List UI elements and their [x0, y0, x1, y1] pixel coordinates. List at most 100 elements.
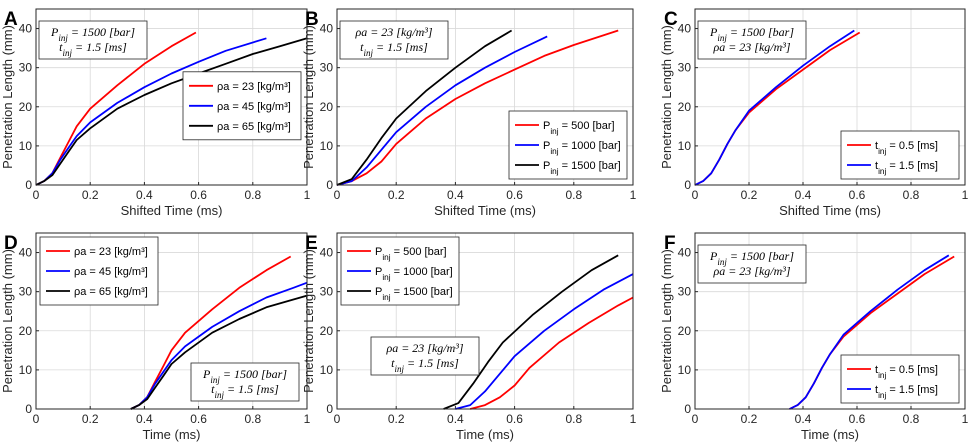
y-tick-label: 40: [678, 246, 692, 260]
x-tick-label: 0.8: [903, 188, 920, 202]
annotation-line: tinj = 1.5 [ms]: [391, 356, 459, 374]
x-tick-label: 0.2: [82, 188, 99, 202]
x-axis-title: Time (ms): [142, 427, 200, 442]
series-line-0: [336, 29, 619, 186]
x-tick-label: 0.2: [388, 188, 405, 202]
legend-label: ρa = 65 [kg/m³]: [217, 121, 291, 133]
series-line-1: [694, 29, 855, 186]
annotation: ρa = 23 [kg/m³]tinj = 1.5 [ms]: [339, 20, 449, 60]
x-tick-label: 0: [334, 412, 341, 426]
x-tick-label: 1: [630, 188, 637, 202]
legend-label: Pinj = 1500 [bar]: [375, 286, 453, 302]
x-tick-label: 0.4: [447, 188, 464, 202]
x-tick-label: 0.6: [506, 412, 523, 426]
y-tick-label: 30: [320, 61, 334, 75]
legend: tinj = 0.5 [ms] tinj = 1.5 [ms]: [840, 354, 960, 404]
axes-frame: [336, 8, 634, 186]
x-tick-label: 0.8: [565, 412, 582, 426]
annotation-line: Pinj = 1500 [bar]: [709, 25, 794, 43]
y-tick-label: 30: [19, 61, 33, 75]
x-tick-label: 0.8: [903, 412, 920, 426]
legend-label: tinj = 1.5 [ms]: [875, 160, 938, 176]
legend-label: Pinj = 1500 [bar]: [543, 160, 621, 176]
x-tick-label: 1: [304, 412, 311, 426]
x-tick-label: 0.8: [244, 188, 261, 202]
y-tick-label: 40: [320, 22, 334, 36]
annotation-line: ρa = 23 [kg/m³]: [712, 264, 790, 278]
legend-label: tinj = 0.5 [ms]: [875, 140, 938, 156]
legend-label: ρa = 45 [kg/m³]: [74, 266, 148, 278]
axes-frame: [336, 232, 634, 410]
legend: tinj = 0.5 [ms] tinj = 1.5 [ms]: [840, 130, 960, 180]
y-tick-label: 20: [678, 100, 692, 114]
y-tick-label: 20: [320, 100, 334, 114]
annotation: Pinj = 1500 [bar]tinj = 1.5 [ms]: [38, 20, 148, 60]
x-tick-label: 0.2: [82, 412, 99, 426]
y-axis-title: Penetration Length (mm): [0, 25, 15, 169]
legend-label: tinj = 0.5 [ms]: [875, 364, 938, 380]
series-line-2: [130, 294, 308, 410]
annotation-box: [370, 336, 480, 376]
annotation-box: [38, 20, 148, 60]
legend-label: ρa = 23 [kg/m³]: [74, 246, 148, 258]
y-tick-label: 20: [19, 324, 33, 338]
x-tick-label: 0.6: [190, 188, 207, 202]
y-tick-label: 40: [678, 22, 692, 36]
x-tick-label: 0.4: [447, 412, 464, 426]
x-tick-label: 1: [630, 412, 637, 426]
x-tick-label: 0.2: [741, 412, 758, 426]
x-tick-label: 0: [692, 412, 699, 426]
x-axis-title: Shifted Time (ms): [121, 203, 223, 218]
y-tick-label: 20: [320, 324, 334, 338]
panel-letter: C: [664, 9, 678, 30]
x-tick-label: 0.8: [565, 188, 582, 202]
annotation: ρa = 23 [kg/m³]tinj = 1.5 [ms]: [370, 336, 480, 376]
legend-label: tinj = 1.5 [ms]: [875, 384, 938, 400]
annotation-line: Pinj = 1500 [bar]: [50, 25, 135, 43]
y-tick-label: 10: [320, 363, 334, 377]
x-tick-label: 0.6: [849, 188, 866, 202]
annotation-box: [339, 20, 449, 60]
series-line-2: [35, 37, 308, 186]
series-line-1: [455, 273, 634, 410]
y-tick-label: 0: [25, 178, 32, 192]
annotation-line: ρa = 23 [kg/m³]: [354, 25, 432, 39]
x-tick-label: 0.6: [849, 412, 866, 426]
x-tick-label: 0.6: [506, 188, 523, 202]
x-tick-label: 0.6: [190, 412, 207, 426]
y-tick-label: 40: [19, 22, 33, 36]
panel-letter: D: [4, 233, 18, 254]
panel-letter: E: [305, 233, 318, 254]
panel-letter: F: [664, 233, 676, 254]
y-axis-title: Penetration Length (mm): [301, 249, 316, 393]
x-tick-label: 0.4: [136, 412, 153, 426]
legend-label: Pinj = 500 [bar]: [543, 120, 615, 136]
y-tick-label: 30: [320, 285, 334, 299]
y-axis-title: Penetration Length (mm): [659, 25, 674, 169]
x-tick-label: 1: [304, 188, 311, 202]
legend-label: Pinj = 1000 [bar]: [543, 140, 621, 156]
y-tick-label: 30: [19, 285, 33, 299]
legend-label: ρa = 23 [kg/m³]: [217, 81, 291, 93]
y-axis-title: Penetration Length (mm): [301, 25, 316, 169]
axes-frame: [35, 8, 308, 186]
y-tick-label: 10: [678, 139, 692, 153]
annotation-line: ρa = 23 [kg/m³]: [712, 40, 790, 54]
annotation: Pinj = 1500 [bar]tinj = 1.5 [ms]: [190, 362, 300, 402]
legend-box: [840, 130, 960, 180]
y-tick-label: 40: [19, 246, 33, 260]
y-tick-label: 30: [678, 285, 692, 299]
legend-label: ρa = 65 [kg/m³]: [74, 286, 148, 298]
x-tick-label: 1: [962, 412, 969, 426]
x-tick-label: 0: [33, 188, 40, 202]
panel-letter: A: [4, 9, 18, 30]
legend: ρa = 23 [kg/m³] ρa = 45 [kg/m³] ρa = 65 [k…: [182, 71, 302, 141]
